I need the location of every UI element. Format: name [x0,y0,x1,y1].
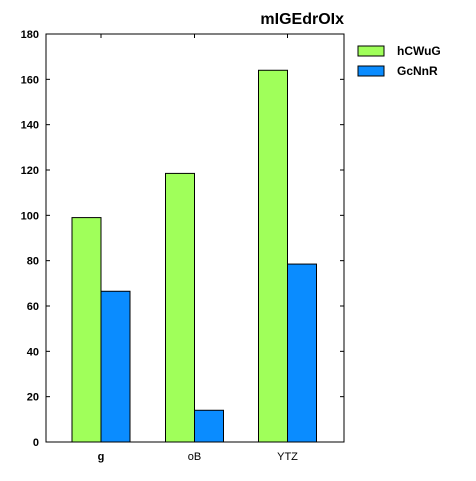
y-tick-label: 60 [27,301,39,313]
bars-layer [71,69,317,443]
y-tick-label: 0 [33,437,39,449]
bar-GcNnR-YTZ [287,263,317,443]
legend-label-hCWuG: hCWuG [397,44,441,58]
bar-GcNnR-oB [194,409,224,443]
legend: hCWuG GcNnR [357,44,441,78]
bar-GcNnR-g [100,290,131,443]
y-tick-label: 40 [27,346,39,358]
y-tick-label: 80 [27,256,39,268]
y-tick-label: 140 [21,120,39,132]
x-tick-label: g [98,451,105,463]
bar-hCWuG-YTZ [258,69,288,443]
y-tick-label: 20 [27,392,39,404]
chart-title: mIGEdrOIx [260,11,344,28]
y-tick-label: 120 [21,165,39,177]
legend-swatch-hCWuG [357,45,385,57]
x-tick-label: oB [188,451,201,463]
bar-hCWuG-oB [165,172,195,443]
x-tick-label: YTZ [277,451,298,463]
legend-swatch-GcNnR [357,65,385,77]
bar-hCWuG-g [71,217,102,443]
y-tick-label: 160 [21,74,39,86]
y-tick-label: 180 [21,29,39,41]
y-tick-label: 100 [21,210,39,222]
axes-layer: 0 20 40 60 80 100 120 140 160 180 g oB YTZ [21,29,344,463]
legend-label-GcNnR: GcNnR [397,64,438,78]
